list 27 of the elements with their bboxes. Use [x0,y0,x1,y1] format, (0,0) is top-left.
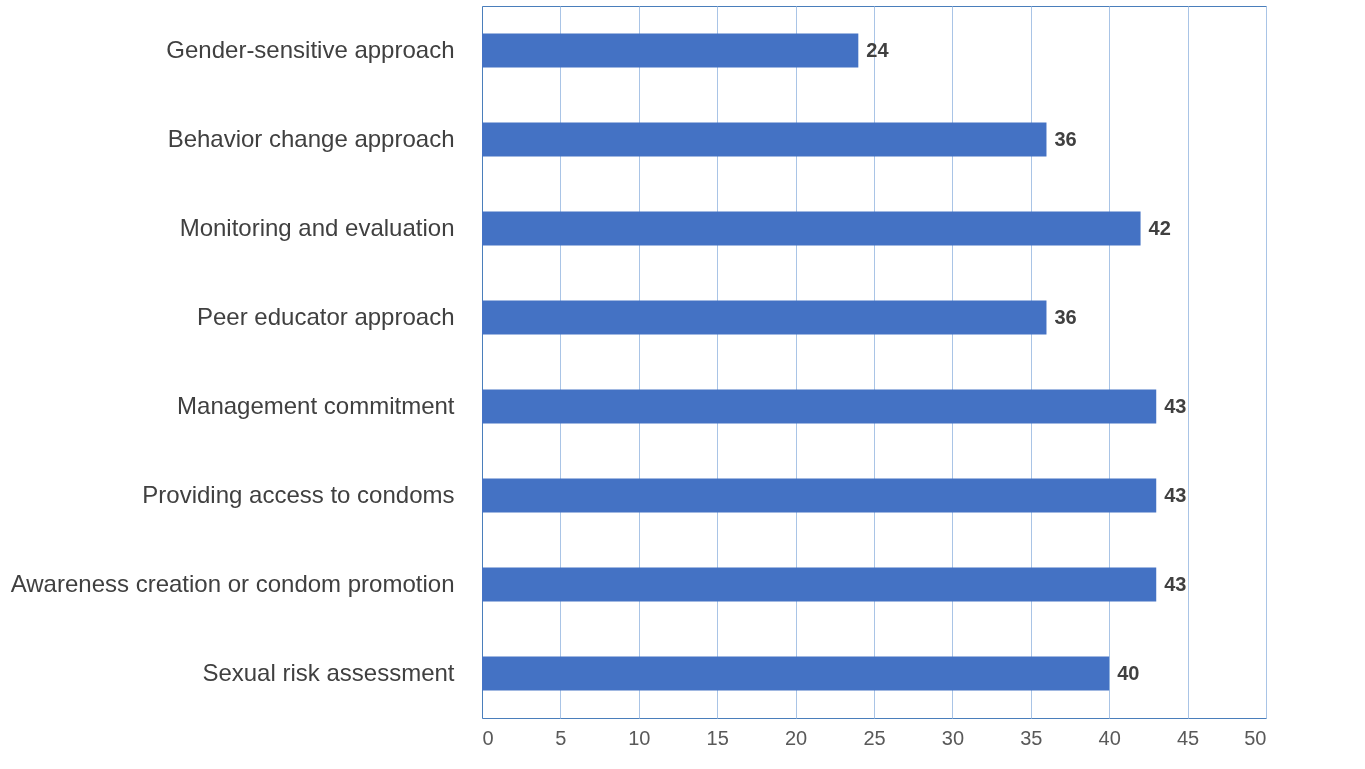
data-label: 40 [1117,661,1140,684]
x-tick-label: 50 [1244,726,1267,749]
y-tick-label: Sexual risk assessment [202,658,455,686]
x-tick-label: 15 [706,726,729,749]
x-tick-label: 40 [1098,726,1121,749]
y-tick-label: Peer educator approach [196,302,455,330]
data-label: 43 [1164,483,1187,506]
y-tick-label: Behavior change approach [167,124,455,152]
data-label: 36 [1054,127,1077,150]
x-tick-label: 20 [784,726,808,749]
x-tick-label: 0 [482,726,494,749]
y-tick-label: Providing access to condoms [142,480,455,508]
x-tick-label: 25 [863,726,886,749]
y-tick-label: Management commitment [177,391,455,419]
data-label: 42 [1148,216,1171,239]
x-tick-label: 5 [555,726,567,749]
data-label: 36 [1054,305,1077,328]
x-tick-label: 35 [1020,726,1043,749]
x-tick-label: 10 [628,726,651,749]
data-label: 43 [1164,572,1187,595]
data-label: 24 [866,38,890,61]
x-tick-label: 45 [1176,726,1200,749]
y-tick-label: Awareness creation or condom promotion [10,569,455,597]
x-tick-label: 30 [941,726,965,749]
data-label: 43 [1164,394,1187,417]
y-tick-label: Gender-sensitive approach [166,35,455,63]
y-tick-label: Monitoring and evaluation [179,213,455,241]
